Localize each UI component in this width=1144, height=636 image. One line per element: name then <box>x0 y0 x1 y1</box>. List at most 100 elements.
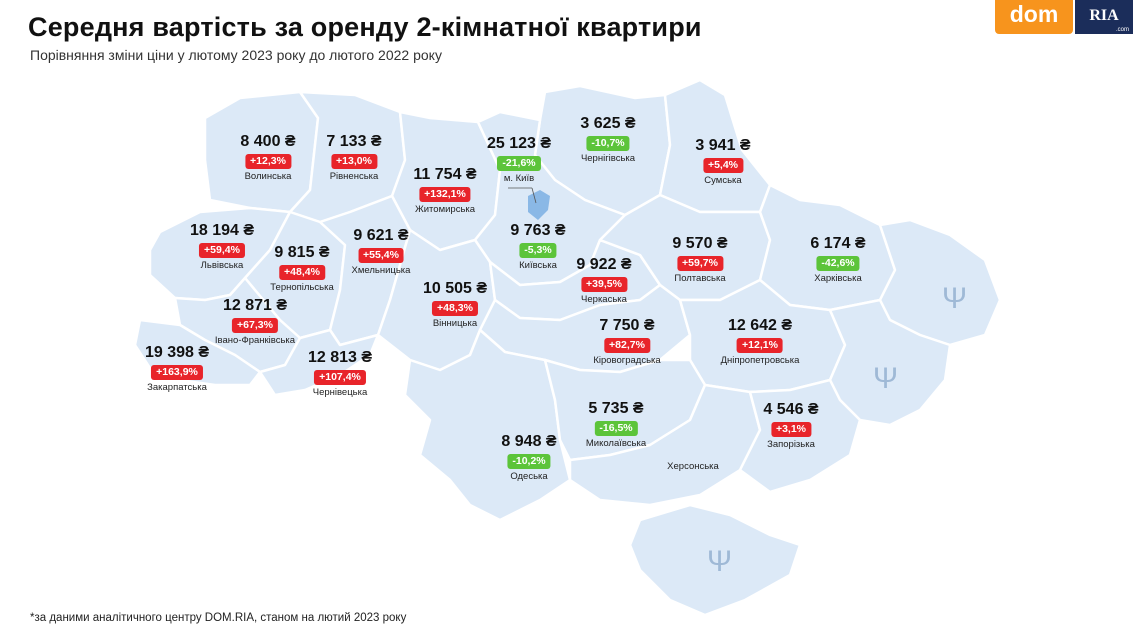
change-badge: -21,6% <box>497 156 541 171</box>
change-badge: +48,3% <box>432 301 478 316</box>
region-price: 8 948 ₴ <box>501 433 557 450</box>
region-label-kyivska[interactable]: 9 763 ₴ -5,3% Київська <box>510 222 565 272</box>
region-label-sumska[interactable]: 3 941 ₴ +5,4% Сумська <box>695 137 750 187</box>
region-label-cherkaska[interactable]: 9 922 ₴ +39,5% Черкаська <box>576 256 631 306</box>
ria-logo-text: RIA <box>1089 7 1119 24</box>
change-badge: -5,3% <box>519 243 557 258</box>
region-price: 7 750 ₴ <box>599 317 655 334</box>
dom-logo[interactable]: dom <box>995 0 1073 34</box>
region-name: Херсонська <box>667 461 719 472</box>
change-badge: +163,9% <box>151 365 203 380</box>
region-price: 7 133 ₴ <box>326 133 382 150</box>
region-name: Кіровоградська <box>593 355 661 366</box>
region-name: Полтавська <box>674 273 726 284</box>
region-name: Львівська <box>200 260 244 271</box>
region-name: Одеська <box>510 471 548 482</box>
region-price: 9 570 ₴ <box>672 235 728 252</box>
region-label-zakarpatska[interactable]: 19 398 ₴ +163,9% Закарпатська <box>145 344 209 394</box>
region-name: Чернігівська <box>580 153 636 164</box>
change-badge: -10,7% <box>586 136 630 151</box>
region-label-kirovohradska[interactable]: 7 750 ₴ +82,7% Кіровоградська <box>593 317 660 367</box>
region-price: 10 505 ₴ <box>422 280 488 297</box>
ria-logo[interactable]: RIA .com <box>1075 0 1133 34</box>
trident-icon: Ψ <box>942 282 968 315</box>
region-price: 18 194 ₴ <box>189 222 255 239</box>
region-label-kyiv-city[interactable]: 25 123 ₴ -21,6% м. Київ <box>487 135 551 185</box>
change-badge: +5,4% <box>702 158 744 173</box>
change-badge: +13,0% <box>331 154 377 169</box>
region-name: Харківська <box>814 273 862 284</box>
footnote: *за даними аналітичного центру DOM.RIA, … <box>30 612 407 624</box>
region-name: Сумська <box>704 175 742 186</box>
change-badge: +12,3% <box>245 154 291 169</box>
region-price: 3 625 ₴ <box>580 115 636 132</box>
region-price: 19 398 ₴ <box>144 344 210 361</box>
region-label-odeska[interactable]: 8 948 ₴ -10,2% Одеська <box>501 433 556 483</box>
change-badge: +39,5% <box>581 277 627 292</box>
change-badge: -16,5% <box>594 421 638 436</box>
region-label-vinnytska[interactable]: 10 505 ₴ +48,3% Вінницька <box>423 280 487 330</box>
change-badge: -10,2% <box>507 454 551 469</box>
region-label-chernihivska[interactable]: 3 625 ₴ -10,7% Чернігівська <box>580 115 635 165</box>
change-badge: +59,7% <box>677 256 723 271</box>
region-label-dnipropetrovska[interactable]: 12 642 ₴ +12,1% Дніпропетровська <box>721 317 800 367</box>
region-label-zhytomyrska[interactable]: 11 754 ₴ +132,1% Житомирська <box>413 166 476 216</box>
region-price: 12 871 ₴ <box>222 297 288 314</box>
trident-icon: Ψ <box>707 545 733 578</box>
region-label-volynska[interactable]: 8 400 ₴ +12,3% Волинська <box>240 133 295 183</box>
region-price: 4 546 ₴ <box>763 401 819 418</box>
region-label-lvivska[interactable]: 18 194 ₴ +59,4% Львівська <box>190 222 254 272</box>
change-badge: +48,4% <box>279 265 325 280</box>
region-name: Тернопільська <box>270 282 334 293</box>
region-name: Черкаська <box>581 294 627 305</box>
region-price: 5 735 ₴ <box>588 400 644 417</box>
region-label-mykolaivska[interactable]: 5 735 ₴ -16,5% Миколаївська <box>586 400 646 450</box>
region-label-zaporizka[interactable]: 4 546 ₴ +3,1% Запорізька <box>763 401 818 451</box>
region-price: 3 941 ₴ <box>695 137 751 154</box>
region-shape-odeska <box>403 328 572 522</box>
region-name: Рівненська <box>329 171 379 182</box>
region-name: Чернівецька <box>312 387 368 398</box>
region-label-rivnenska[interactable]: 7 133 ₴ +13,0% Рівненська <box>326 133 381 183</box>
region-name: Житомирська <box>414 204 476 215</box>
region-label-ivano-frankivska[interactable]: 12 871 ₴ +67,3% Івано-Франківська <box>215 297 295 347</box>
change-badge: +12,1% <box>737 338 783 353</box>
change-badge: +55,4% <box>358 248 404 263</box>
region-name: Івано-Франківська <box>214 335 296 346</box>
region-label-khmelnytska[interactable]: 9 621 ₴ +55,4% Хмельницька <box>352 227 411 277</box>
region-price: 9 922 ₴ <box>576 256 632 273</box>
change-badge: +107,4% <box>314 370 366 385</box>
region-label-khersonska[interactable]: Херсонська <box>667 459 719 473</box>
region-price: 12 642 ₴ <box>727 317 793 334</box>
region-price: 9 621 ₴ <box>353 227 409 244</box>
region-price: 25 123 ₴ <box>486 135 552 152</box>
region-label-poltavska[interactable]: 9 570 ₴ +59,7% Полтавська <box>672 235 727 285</box>
region-price: 6 174 ₴ <box>810 235 866 252</box>
region-shape-luhanska <box>878 218 1002 347</box>
region-name: Запорізька <box>767 439 815 450</box>
region-price: 9 763 ₴ <box>510 222 566 239</box>
region-name: м. Київ <box>503 173 535 184</box>
change-badge: -42,6% <box>816 256 860 271</box>
region-price: 11 754 ₴ <box>413 166 477 183</box>
region-label-chernivetska[interactable]: 12 813 ₴ +107,4% Чернівецька <box>308 349 372 399</box>
change-badge: +132,1% <box>419 187 471 202</box>
trident-icon: Ψ <box>873 362 899 395</box>
kyiv-city-shape <box>528 190 550 220</box>
region-name: Хмельницька <box>351 265 411 276</box>
change-badge: +67,3% <box>232 318 278 333</box>
change-badge: +3,1% <box>770 422 812 437</box>
region-price: 8 400 ₴ <box>240 133 296 150</box>
region-name: Київська <box>519 260 557 271</box>
region-name: Вінницька <box>432 318 478 329</box>
region-price: 12 813 ₴ <box>307 349 373 366</box>
region-name: Дніпропетровська <box>720 355 800 366</box>
change-badge: +82,7% <box>604 338 650 353</box>
region-shape-chernivetska <box>258 328 380 397</box>
region-name: Волинська <box>244 171 292 182</box>
region-label-kharkivska[interactable]: 6 174 ₴ -42,6% Харківська <box>810 235 865 285</box>
region-name: Закарпатська <box>147 382 207 393</box>
region-label-ternopilska[interactable]: 9 815 ₴ +48,4% Тернопільська <box>270 244 333 294</box>
region-shape-crimea <box>628 503 802 617</box>
